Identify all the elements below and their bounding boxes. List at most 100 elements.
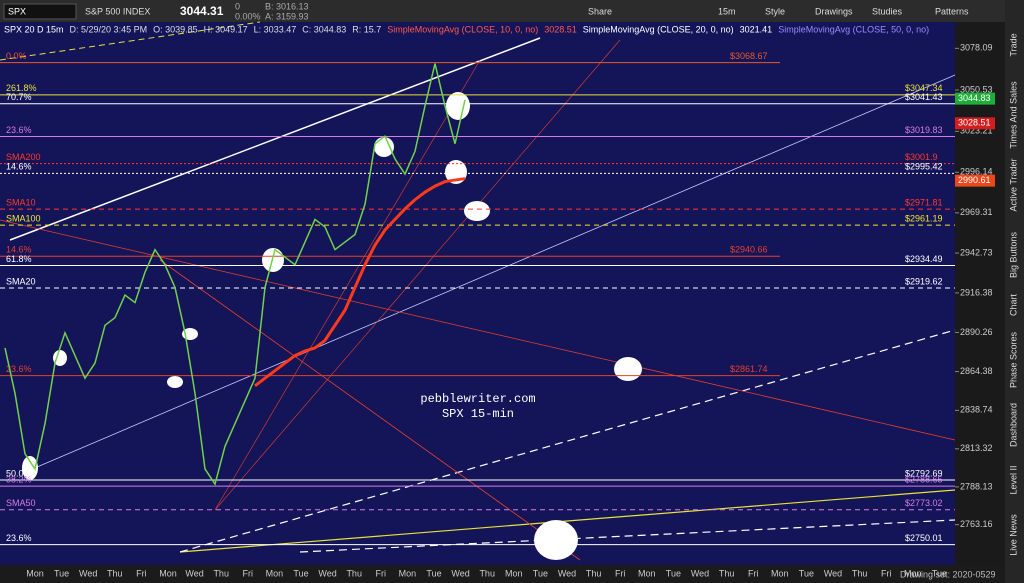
trend-line xyxy=(179,329,956,553)
x-tick-label: Mon xyxy=(399,568,417,578)
level-name: 61.8% xyxy=(6,254,32,264)
trend-line xyxy=(159,259,581,561)
price-badge-label: 3028.51 xyxy=(958,118,991,128)
change-pct: 0.00% xyxy=(235,11,261,21)
level-name: SMA20 xyxy=(6,276,36,286)
marker xyxy=(534,520,578,560)
price-line xyxy=(4,63,466,486)
info-item: H: 3049.17 xyxy=(204,24,248,34)
x-tick-label: Fri xyxy=(243,568,254,578)
toolbar-button[interactable]: Studies xyxy=(872,6,903,16)
level-name: SMA200 xyxy=(6,152,41,162)
x-tick-label: Thu xyxy=(213,568,229,578)
toolbar-button[interactable]: Share xyxy=(588,6,612,16)
x-tick-label: Tue xyxy=(932,568,947,578)
trend-line xyxy=(214,39,621,511)
level-price: $2861.74 xyxy=(730,364,768,374)
level-price: $3001.9 xyxy=(905,152,938,162)
x-tick-label: Mon xyxy=(771,568,789,578)
side-tab[interactable]: Live News xyxy=(1008,514,1018,556)
level-price: $2940.66 xyxy=(730,245,768,255)
side-tab[interactable]: Trade xyxy=(1008,33,1018,56)
level-name: 23.6% xyxy=(6,533,32,543)
marker xyxy=(464,201,490,221)
marker xyxy=(374,137,394,157)
x-tick-label: Mon xyxy=(26,568,44,578)
symbol[interactable]: SPX xyxy=(8,6,26,16)
drawing-set: Drawing set: 2020-0529 xyxy=(900,569,996,579)
level-price: $2995.42 xyxy=(905,162,943,172)
level-name: 38.2% xyxy=(6,474,32,484)
level-name: 261.8% xyxy=(6,83,37,93)
x-tick-label: Tue xyxy=(799,568,814,578)
symbol-box[interactable] xyxy=(3,3,77,20)
side-tab[interactable]: Level II xyxy=(1008,465,1018,494)
level-price: $2788.65 xyxy=(905,474,943,484)
x-tick-label: Mon xyxy=(266,568,284,578)
x-tick-label: Tue xyxy=(426,568,441,578)
marker xyxy=(446,92,470,120)
x-tick-label: Tue xyxy=(666,568,681,578)
x-tick-label: Fri xyxy=(881,568,892,578)
side-strip xyxy=(1005,0,1024,583)
level-name: 14.6% xyxy=(6,245,32,255)
x-tick-label: Wed xyxy=(558,568,576,578)
info-item: 3021.41 xyxy=(740,24,773,34)
level-name: 0.0% xyxy=(6,51,27,61)
x-tick-label: Thu xyxy=(719,568,735,578)
last-price: 3044.31 xyxy=(180,4,224,18)
info-item: 3028.51 xyxy=(544,24,577,34)
side-tab[interactable]: Dashboard xyxy=(1008,403,1018,447)
side-tab[interactable]: Phase Scores xyxy=(1008,331,1018,388)
x-tick-label: Tue xyxy=(533,568,548,578)
level-price: $2961.19 xyxy=(905,214,943,224)
x-tick-label: Wed xyxy=(451,568,469,578)
side-tab[interactable]: Chart xyxy=(1008,294,1018,317)
marker xyxy=(22,456,38,480)
x-tick-label: Tue xyxy=(293,568,308,578)
toolbar-button[interactable]: Drawings xyxy=(815,6,853,16)
info-item: L: 3033.47 xyxy=(254,24,297,34)
y-tick-label: 2763.16 xyxy=(960,519,993,529)
toolbar-button[interactable]: Style xyxy=(765,6,785,16)
price-axis xyxy=(955,22,1005,565)
side-tab[interactable]: Times And Sales xyxy=(1008,81,1018,149)
bid: B: 3016.13 xyxy=(265,1,309,11)
ask: A: 3159.93 xyxy=(265,11,309,21)
info-item: C: 3044.83 xyxy=(302,24,346,34)
x-tick-label: Thu xyxy=(852,568,868,578)
trend-line xyxy=(299,519,956,553)
trend-line xyxy=(214,59,481,511)
trend-line xyxy=(179,489,956,553)
level-price: $3019.83 xyxy=(905,125,943,135)
side-tab[interactable]: Active Trader xyxy=(1008,158,1018,211)
y-tick-label: 2916.38 xyxy=(960,287,993,297)
trend-line xyxy=(29,74,956,471)
y-tick-label: 2864.38 xyxy=(960,366,993,376)
y-tick-label: 2890.26 xyxy=(960,327,993,337)
marker xyxy=(53,350,67,366)
x-tick-label: Thu xyxy=(586,568,602,578)
price-badge-label: 2990.61 xyxy=(958,175,991,185)
x-tick-label: Thu xyxy=(479,568,495,578)
side-tab[interactable]: Big Buttons xyxy=(1008,231,1018,278)
level-price: $2934.49 xyxy=(905,254,943,264)
marker xyxy=(167,376,183,388)
watermark: SPX 15-min xyxy=(442,407,514,421)
x-tick-label: Mon xyxy=(638,568,656,578)
toolbar-button[interactable]: 15m xyxy=(718,6,736,16)
trend-line xyxy=(9,37,541,241)
toolbar-button[interactable]: Patterns xyxy=(935,6,969,16)
y-tick-label: 3078.09 xyxy=(960,43,993,53)
y-tick-label: 2813.32 xyxy=(960,443,993,453)
level-price: $3047.34 xyxy=(905,83,943,93)
price-badge-label: 3044.83 xyxy=(958,93,991,103)
level-name: SMA100 xyxy=(6,214,41,224)
x-tick-label: Wed xyxy=(318,568,336,578)
info-item: R: 15.7 xyxy=(352,24,381,34)
moving-average xyxy=(254,177,466,387)
info-item: D: 5/29/20 3:45 PM xyxy=(70,24,148,34)
level-price: $3068.67 xyxy=(730,51,768,61)
